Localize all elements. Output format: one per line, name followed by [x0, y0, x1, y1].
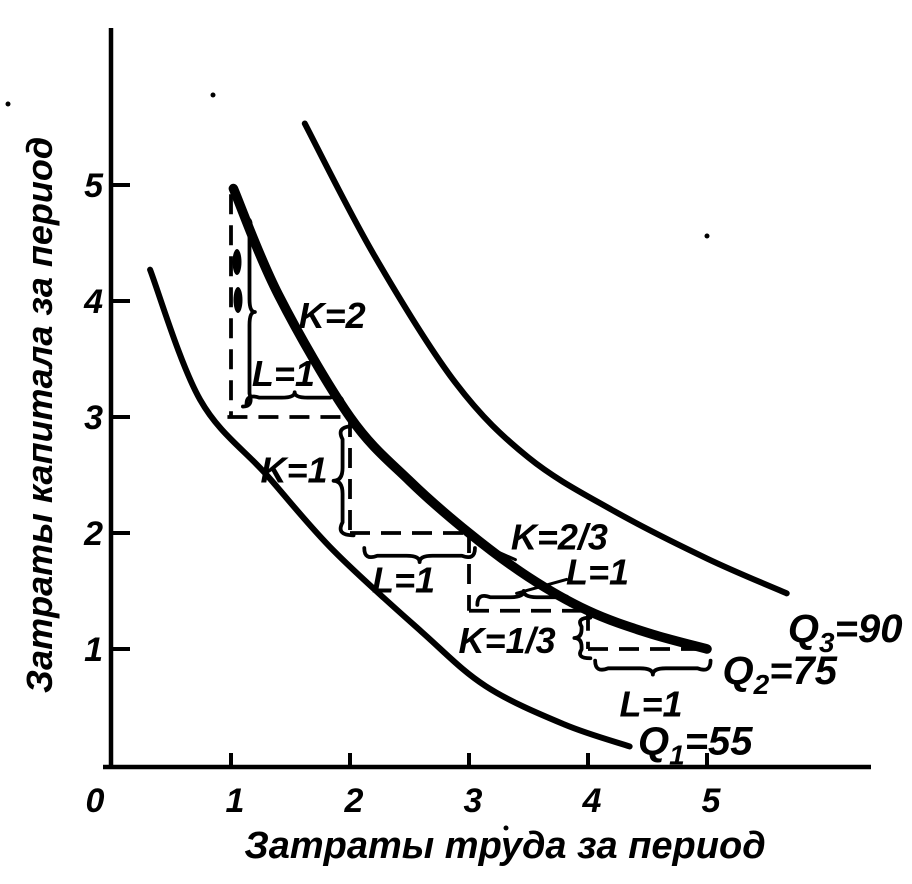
- y-tick-label: 1: [84, 631, 103, 669]
- annotation-label: L=1: [566, 551, 629, 592]
- x-tick-label: 3: [464, 782, 483, 820]
- y-axis-title: Затраты капитала за период: [19, 137, 60, 693]
- isoquant-curve-q1: [147, 266, 633, 750]
- isoquant-label-q1: Q1=55: [638, 720, 753, 771]
- x-tick-label: 2: [344, 782, 364, 820]
- scan-speck: [503, 825, 509, 831]
- ink-blob: [232, 249, 242, 275]
- brace: [572, 615, 593, 661]
- brace: [331, 424, 356, 538]
- y-tick-label: 5: [84, 167, 104, 205]
- x-tick-label: 1: [226, 782, 245, 820]
- annotation-label: L=1: [372, 560, 435, 601]
- annotation-label: K=2/3: [511, 517, 608, 558]
- x-tick-label: 5: [702, 782, 722, 820]
- isoquant-curve-q2: [228, 183, 712, 654]
- isoquant-label-q2: Q2=75: [722, 649, 837, 700]
- y-tick-label: 4: [83, 283, 103, 321]
- isoquant-label-q3: Q3=90: [788, 607, 903, 658]
- y-tick-label: 2: [83, 515, 103, 553]
- isoquant-curve-q3: [301, 120, 790, 597]
- annotation-label: K=1: [261, 449, 328, 490]
- annotation-label: K=1/3: [459, 620, 556, 661]
- x-axis-title: Затраты труда за период: [244, 825, 765, 867]
- scan-speck: [210, 92, 216, 98]
- ink-blob: [233, 287, 243, 313]
- scan-speck: [704, 233, 710, 239]
- annotation-label: L=1: [620, 684, 683, 725]
- x-tick-label: 4: [582, 782, 602, 820]
- scan-speck: [5, 101, 11, 107]
- annotation-label: K=2: [299, 295, 366, 336]
- brace: [362, 546, 477, 564]
- origin-label: 0: [86, 782, 105, 820]
- y-tick-label: 3: [84, 399, 103, 437]
- brace: [593, 658, 713, 677]
- annotation-label: L=1: [252, 353, 315, 394]
